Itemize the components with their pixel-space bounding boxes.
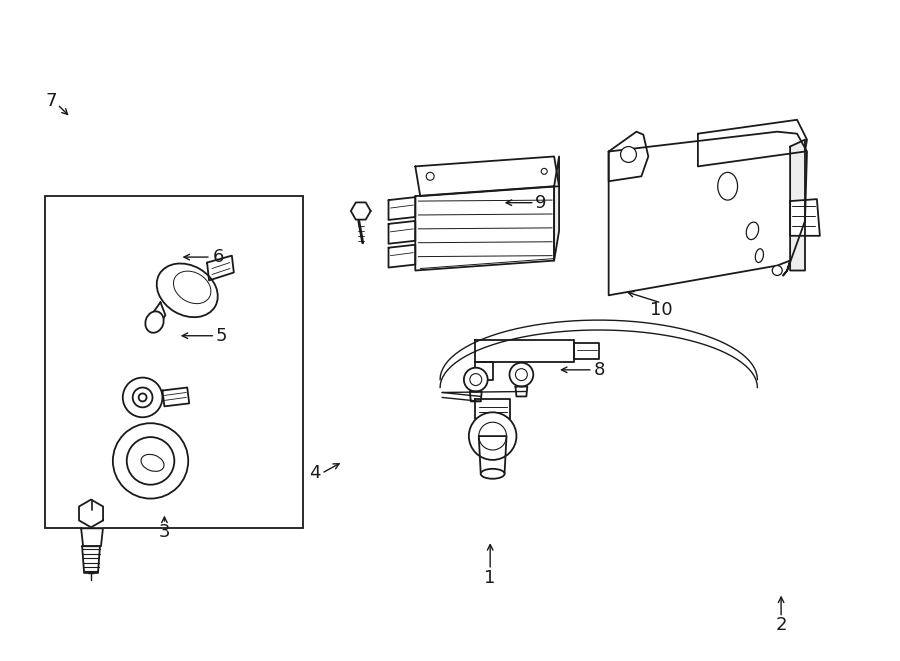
Ellipse shape xyxy=(755,249,763,262)
Polygon shape xyxy=(162,387,189,407)
Circle shape xyxy=(772,266,782,276)
Text: 3: 3 xyxy=(158,524,170,541)
Polygon shape xyxy=(475,362,492,379)
Polygon shape xyxy=(415,157,559,196)
Circle shape xyxy=(112,423,188,498)
Polygon shape xyxy=(82,546,100,573)
Polygon shape xyxy=(698,120,807,167)
Text: 10: 10 xyxy=(650,301,673,319)
Text: 1: 1 xyxy=(484,569,496,587)
Ellipse shape xyxy=(746,222,759,239)
Ellipse shape xyxy=(717,173,738,200)
Polygon shape xyxy=(475,340,574,362)
Text: 7: 7 xyxy=(45,92,57,110)
Text: 6: 6 xyxy=(212,248,224,266)
Ellipse shape xyxy=(481,469,505,479)
Ellipse shape xyxy=(174,271,211,303)
Circle shape xyxy=(127,437,175,485)
Circle shape xyxy=(470,373,482,385)
Polygon shape xyxy=(81,528,103,546)
Polygon shape xyxy=(79,500,104,527)
Text: 9: 9 xyxy=(536,194,547,212)
Polygon shape xyxy=(608,132,807,295)
Polygon shape xyxy=(608,132,648,181)
Polygon shape xyxy=(389,245,415,268)
Text: 8: 8 xyxy=(594,361,606,379)
Polygon shape xyxy=(790,139,805,270)
Polygon shape xyxy=(389,221,415,244)
Text: 5: 5 xyxy=(216,327,228,345)
Polygon shape xyxy=(554,157,559,260)
Circle shape xyxy=(464,368,488,391)
Ellipse shape xyxy=(141,454,164,471)
Text: 4: 4 xyxy=(309,465,320,483)
Polygon shape xyxy=(475,399,510,419)
Ellipse shape xyxy=(145,311,164,332)
Polygon shape xyxy=(516,387,527,397)
Circle shape xyxy=(122,377,162,417)
Circle shape xyxy=(132,387,152,407)
Circle shape xyxy=(479,422,507,450)
Polygon shape xyxy=(389,197,415,220)
Polygon shape xyxy=(351,202,371,219)
Circle shape xyxy=(427,173,434,180)
Circle shape xyxy=(621,147,636,163)
Polygon shape xyxy=(207,256,234,280)
Polygon shape xyxy=(470,391,482,401)
Polygon shape xyxy=(415,186,554,270)
Ellipse shape xyxy=(157,264,218,317)
Polygon shape xyxy=(574,343,599,359)
Circle shape xyxy=(509,363,534,387)
Polygon shape xyxy=(150,302,166,328)
Circle shape xyxy=(139,393,147,401)
Circle shape xyxy=(516,369,527,381)
Polygon shape xyxy=(479,436,507,474)
Circle shape xyxy=(541,169,547,175)
Text: 2: 2 xyxy=(775,617,787,635)
Bar xyxy=(45,196,303,528)
Circle shape xyxy=(469,412,517,460)
Polygon shape xyxy=(790,199,820,236)
